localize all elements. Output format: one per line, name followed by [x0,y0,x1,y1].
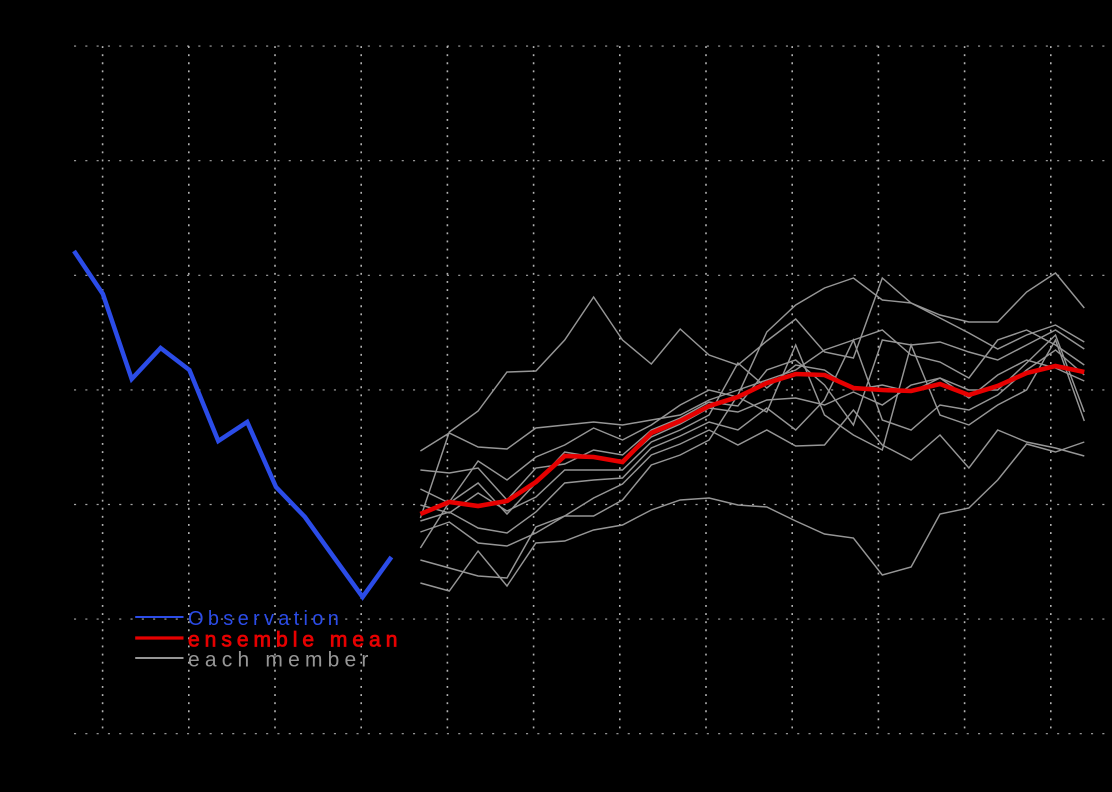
svg-text:Observation: Observation [188,608,343,630]
svg-text:each member: each member [188,649,374,672]
svg-text:ensemble mean: ensemble mean [188,629,402,652]
